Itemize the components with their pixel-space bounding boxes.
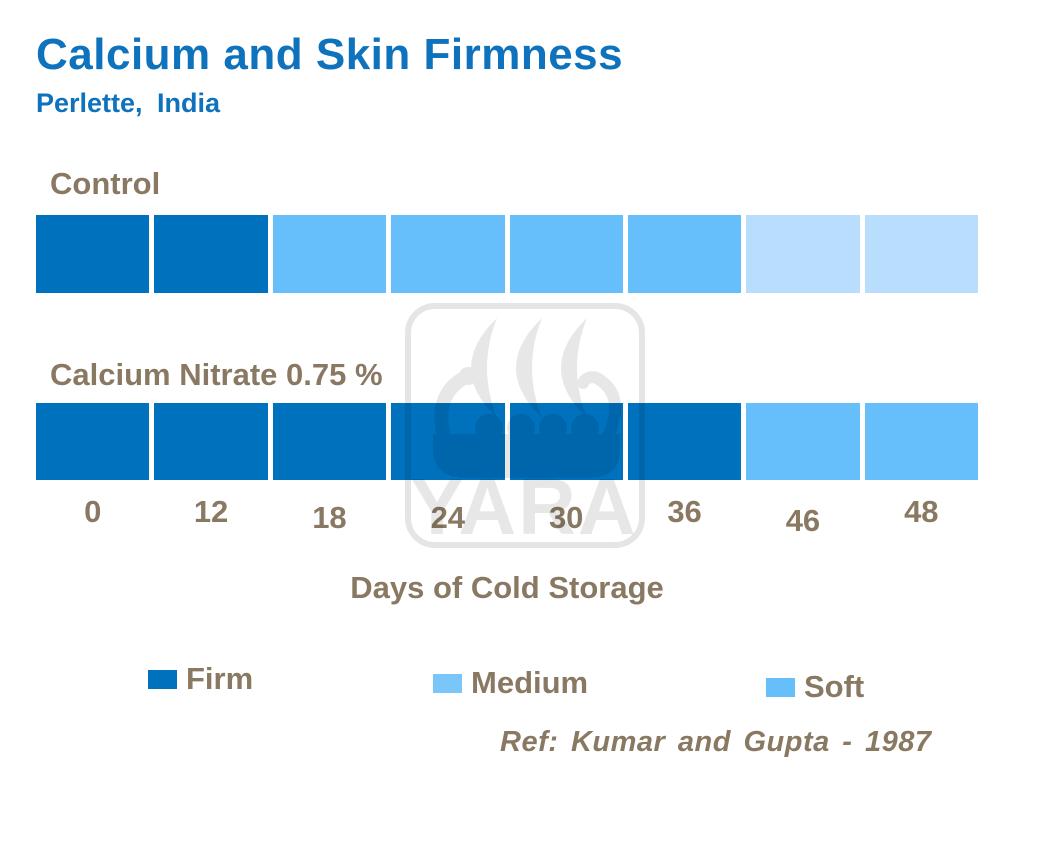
legend-label: Firm (186, 661, 254, 696)
bar-segment-firm (154, 403, 268, 480)
series-label-calcium-nitrate: Calcium Nitrate 0.75 % (50, 357, 383, 392)
page-subtitle: Perlette, India (36, 88, 221, 118)
legend-swatch-icon (766, 677, 795, 697)
bar-control (36, 215, 978, 293)
bar-segment-firm (36, 215, 150, 293)
x-tick-label: 24 (430, 500, 466, 535)
legend-label: Medium (471, 665, 589, 700)
bar-segment-medium (627, 215, 742, 293)
bar-segment-firm (154, 215, 268, 293)
x-tick-label: 48 (904, 494, 939, 529)
bar-segment-medium (391, 215, 505, 293)
legend-item-firm: Firm (148, 661, 253, 697)
bar-segment-firm (36, 403, 150, 480)
bar-segment-firm (627, 403, 742, 480)
bar-segment-soft (746, 215, 860, 293)
x-axis-title: Days of Cold Storage (350, 570, 664, 605)
bar-segment-firm (391, 403, 505, 480)
x-tick-label: 30 (548, 500, 584, 535)
x-tick-label: 18 (312, 500, 347, 535)
bar-segment-medium (864, 403, 978, 480)
legend-swatch-icon (433, 673, 462, 693)
bar-segment-soft (864, 215, 978, 293)
x-tick-label: 12 (193, 494, 229, 529)
series-label-control: Control (50, 166, 161, 201)
x-tick-label: 46 (785, 503, 821, 538)
legend-swatch-icon (148, 669, 177, 689)
page-title: Calcium and Skin Firmness (36, 30, 624, 79)
legend-item-medium: Medium (433, 665, 588, 701)
bar-segment-medium (746, 403, 860, 480)
legend-label: Soft (804, 669, 865, 704)
legend-item-soft: Soft (766, 669, 864, 705)
bar-calcium-nitrate (36, 403, 978, 480)
x-tick-label: 36 (667, 494, 702, 529)
x-axis-tick-labels: 0 12 18 24 30 36 46 48 (36, 494, 978, 539)
reference-citation: Ref: Kumar and Gupta - 1987 (500, 726, 932, 758)
bar-segment-medium (272, 215, 387, 293)
x-tick-label: 0 (84, 494, 102, 529)
bar-segment-firm (509, 403, 623, 480)
bar-segment-medium (509, 215, 623, 293)
bar-segment-firm (272, 403, 387, 480)
